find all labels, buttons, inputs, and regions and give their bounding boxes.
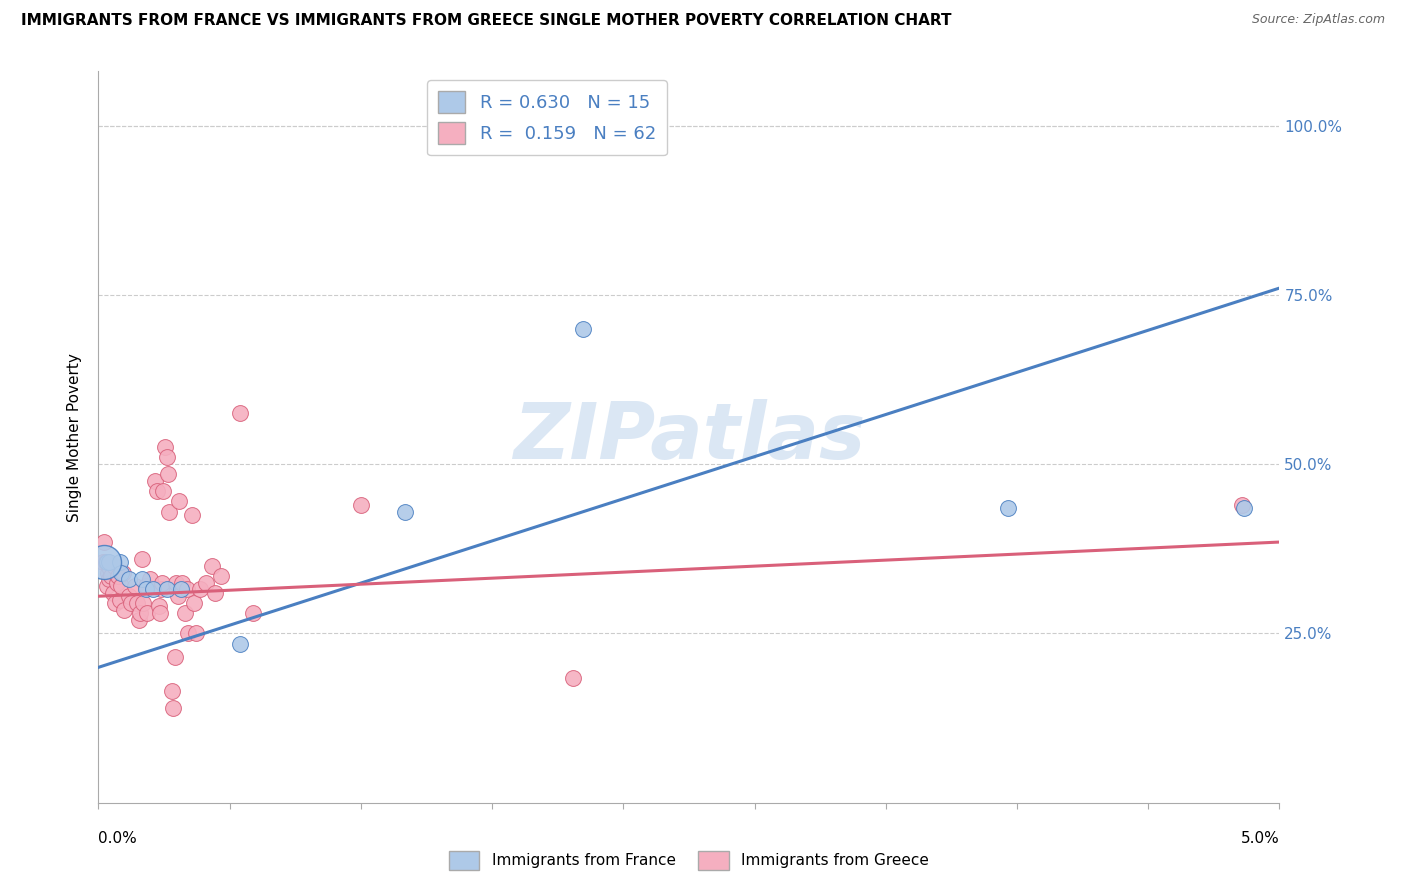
Point bbox=[1233, 501, 1256, 516]
Point bbox=[165, 650, 187, 665]
Point bbox=[204, 586, 226, 600]
Point bbox=[135, 582, 157, 597]
Point bbox=[110, 566, 132, 580]
Point bbox=[186, 626, 208, 640]
Point bbox=[167, 494, 190, 508]
Point bbox=[165, 575, 187, 590]
Point bbox=[118, 589, 141, 603]
Point bbox=[188, 582, 211, 597]
Point bbox=[135, 579, 157, 593]
Point bbox=[160, 684, 183, 698]
Point bbox=[128, 613, 150, 627]
Point bbox=[101, 586, 124, 600]
Point bbox=[131, 572, 153, 586]
Point bbox=[349, 498, 371, 512]
Point bbox=[128, 606, 150, 620]
Point bbox=[156, 582, 179, 597]
Point bbox=[112, 603, 135, 617]
Point bbox=[98, 572, 121, 586]
Point bbox=[562, 671, 585, 685]
Y-axis label: Single Mother Poverty: Single Mother Poverty bbox=[67, 352, 83, 522]
Point bbox=[127, 596, 149, 610]
Point bbox=[97, 566, 120, 580]
Point bbox=[229, 637, 252, 651]
Point bbox=[94, 555, 117, 569]
Point bbox=[1230, 498, 1253, 512]
Point bbox=[132, 596, 155, 610]
Point bbox=[209, 569, 232, 583]
Point bbox=[183, 596, 205, 610]
Point bbox=[118, 572, 141, 586]
Point bbox=[153, 440, 176, 454]
Point bbox=[112, 566, 135, 580]
Text: Source: ZipAtlas.com: Source: ZipAtlas.com bbox=[1251, 13, 1385, 27]
Point bbox=[157, 505, 180, 519]
Point bbox=[107, 569, 129, 583]
Point bbox=[110, 579, 132, 593]
Point bbox=[105, 575, 128, 590]
Point bbox=[104, 596, 127, 610]
Point bbox=[194, 575, 217, 590]
Point bbox=[166, 589, 188, 603]
Point bbox=[98, 555, 121, 569]
Point bbox=[135, 606, 157, 620]
Point bbox=[997, 501, 1019, 516]
Point bbox=[91, 555, 114, 569]
Point bbox=[152, 484, 174, 499]
Point bbox=[142, 582, 165, 597]
Point bbox=[242, 606, 264, 620]
Point bbox=[150, 582, 173, 597]
Point bbox=[96, 579, 118, 593]
Point bbox=[162, 701, 184, 715]
Point bbox=[124, 579, 146, 593]
Text: 5.0%: 5.0% bbox=[1240, 831, 1279, 846]
Legend: Immigrants from France, Immigrants from Greece: Immigrants from France, Immigrants from … bbox=[443, 845, 935, 876]
Text: 0.0%: 0.0% bbox=[98, 831, 138, 846]
Point bbox=[156, 450, 179, 465]
Point bbox=[177, 626, 200, 640]
Point bbox=[131, 552, 153, 566]
Point bbox=[201, 558, 224, 573]
Point bbox=[150, 575, 173, 590]
Point bbox=[571, 322, 593, 336]
Point bbox=[229, 406, 252, 420]
Point bbox=[157, 467, 180, 482]
Point bbox=[148, 599, 170, 614]
Point bbox=[96, 555, 118, 569]
Point bbox=[180, 508, 202, 522]
Text: ZIPatlas: ZIPatlas bbox=[513, 399, 865, 475]
Point bbox=[394, 505, 416, 519]
Point bbox=[176, 582, 198, 597]
Point bbox=[93, 555, 115, 569]
Point bbox=[108, 592, 131, 607]
Point bbox=[121, 596, 143, 610]
Point bbox=[146, 484, 169, 499]
Point bbox=[139, 572, 162, 586]
Text: IMMIGRANTS FROM FRANCE VS IMMIGRANTS FROM GREECE SINGLE MOTHER POVERTY CORRELATI: IMMIGRANTS FROM FRANCE VS IMMIGRANTS FRO… bbox=[21, 13, 952, 29]
Point bbox=[149, 606, 172, 620]
Point bbox=[93, 535, 115, 549]
Point bbox=[173, 606, 195, 620]
Point bbox=[143, 474, 166, 488]
Point bbox=[108, 555, 131, 569]
Point bbox=[100, 569, 122, 583]
Point bbox=[170, 582, 193, 597]
Point bbox=[172, 575, 194, 590]
Point bbox=[98, 562, 121, 576]
Point bbox=[103, 558, 125, 573]
